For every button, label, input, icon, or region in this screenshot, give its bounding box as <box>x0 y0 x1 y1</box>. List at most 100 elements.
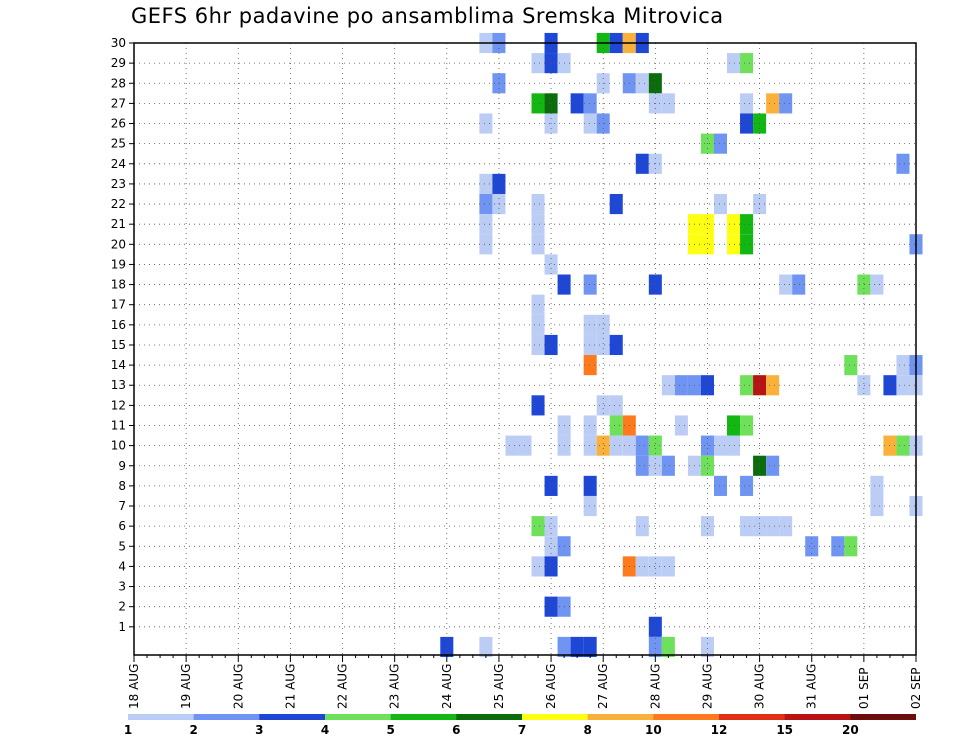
heatmap-cell <box>583 495 597 517</box>
legend-swatch <box>587 714 654 720</box>
legend-swatch <box>719 714 786 720</box>
heatmap-cell <box>596 314 610 335</box>
y-tick-label: 7 <box>118 499 126 513</box>
heatmap-cell <box>583 113 597 134</box>
heatmap-cell <box>727 435 741 456</box>
heatmap-cell <box>583 636 597 658</box>
legend-label: 4 <box>321 723 329 737</box>
heatmap-cell <box>648 636 662 658</box>
heatmap-cell <box>531 214 545 235</box>
heatmap-cell <box>531 334 545 356</box>
heatmap-cell <box>609 415 623 436</box>
heatmap-cell <box>700 636 714 658</box>
y-tick-label: 16 <box>111 318 126 332</box>
heatmap-cell <box>805 536 819 557</box>
heatmap-cell <box>635 435 649 456</box>
legend-swatch <box>193 714 260 720</box>
x-tick-label: 29 AUG <box>700 664 714 709</box>
heatmap-cell <box>700 455 714 476</box>
y-tick-label: 5 <box>118 539 126 553</box>
y-tick-label: 29 <box>111 56 126 70</box>
legend-label: 20 <box>842 723 859 737</box>
heatmap-cell <box>727 415 741 436</box>
y-tick-label: 11 <box>111 419 126 433</box>
heatmap-cell <box>700 435 714 456</box>
legend: 1 2 3 4 5 6 7 8 10 12 15 20 <box>124 714 916 737</box>
heatmap-cell <box>896 153 910 174</box>
y-tick-label: 15 <box>111 338 126 352</box>
y-tick-label: 18 <box>111 278 126 292</box>
heatmap-cell <box>713 435 728 456</box>
heatmap-cell <box>674 375 688 396</box>
legend-label: 10 <box>645 723 662 737</box>
legend-swatch <box>259 714 326 720</box>
legend-label: 15 <box>776 723 793 737</box>
heatmap-cell <box>570 636 584 658</box>
heatmap-cell <box>531 93 545 114</box>
heatmap-cell <box>544 254 558 275</box>
heatmap-cell <box>479 214 493 235</box>
heatmap-cell <box>896 375 910 396</box>
heatmap-cell <box>531 556 545 577</box>
y-tick-label: 28 <box>111 76 126 90</box>
heatmap-cell <box>648 435 662 456</box>
y-tick-label: 17 <box>111 298 126 312</box>
heatmap-cell <box>531 234 545 255</box>
heatmap-cell <box>766 455 780 476</box>
heatmap-cell <box>713 133 728 154</box>
heatmap-cell <box>557 636 571 658</box>
x-tick-label: 23 AUG <box>388 664 402 709</box>
heatmap-cell <box>583 314 597 335</box>
x-tick-label: 25 AUG <box>492 664 506 709</box>
heatmap-cell <box>844 355 858 376</box>
y-tick-label: 20 <box>111 237 126 251</box>
heatmap-cell <box>609 193 623 215</box>
heatmap-cell <box>479 234 493 255</box>
x-tick-label: 31 AUG <box>805 664 819 709</box>
heatmap-cell <box>713 193 728 215</box>
heatmap-cell <box>440 636 454 658</box>
heatmap-cell <box>700 516 714 537</box>
heatmap-cell <box>531 516 545 537</box>
heatmap-cell <box>531 193 545 215</box>
y-tick-label: 8 <box>118 479 126 493</box>
heatmap-cell <box>857 375 871 396</box>
heatmap-cell <box>740 475 754 496</box>
legend-swatch <box>390 714 457 720</box>
heatmap-cell <box>740 415 754 436</box>
heatmap-cell <box>661 556 675 577</box>
heatmap-cell <box>544 516 558 537</box>
heatmap-cell <box>635 73 649 94</box>
heatmap-cell <box>635 556 649 577</box>
heatmap-cell <box>740 516 754 537</box>
heatmap-cell <box>479 636 493 658</box>
heatmap-cell <box>870 475 884 496</box>
heatmap-cell <box>727 214 741 235</box>
x-tick-label: 24 AUG <box>440 664 454 709</box>
x-tick-label: 19 AUG <box>179 664 193 709</box>
legend-label: 5 <box>386 723 394 737</box>
y-tick-label: 30 <box>111 36 126 50</box>
legend-label: 3 <box>255 723 263 737</box>
heatmap-cell <box>492 193 506 215</box>
heatmap-cell <box>740 234 754 255</box>
legend-swatch <box>325 714 392 720</box>
y-tick-label: 14 <box>111 358 126 372</box>
heatmap-cell <box>609 435 623 456</box>
heatmap-cell <box>583 355 597 376</box>
legend-label: 2 <box>189 723 197 737</box>
x-tick-label: 22 AUG <box>336 664 350 709</box>
heatmap-cell <box>857 274 871 295</box>
heatmap-cell <box>583 475 597 496</box>
heatmap-cell <box>661 455 675 476</box>
heatmap-cell <box>792 274 806 295</box>
heatmap-cell <box>700 234 714 255</box>
legend-swatch <box>128 714 195 720</box>
heatmap-cell <box>609 395 623 416</box>
legend-label: 7 <box>518 723 526 737</box>
heatmap-cell <box>531 53 545 74</box>
heatmap-cell <box>570 93 584 114</box>
heatmap-cell <box>700 214 714 235</box>
heatmap-cell <box>544 475 558 496</box>
y-tick-label: 25 <box>111 137 126 151</box>
